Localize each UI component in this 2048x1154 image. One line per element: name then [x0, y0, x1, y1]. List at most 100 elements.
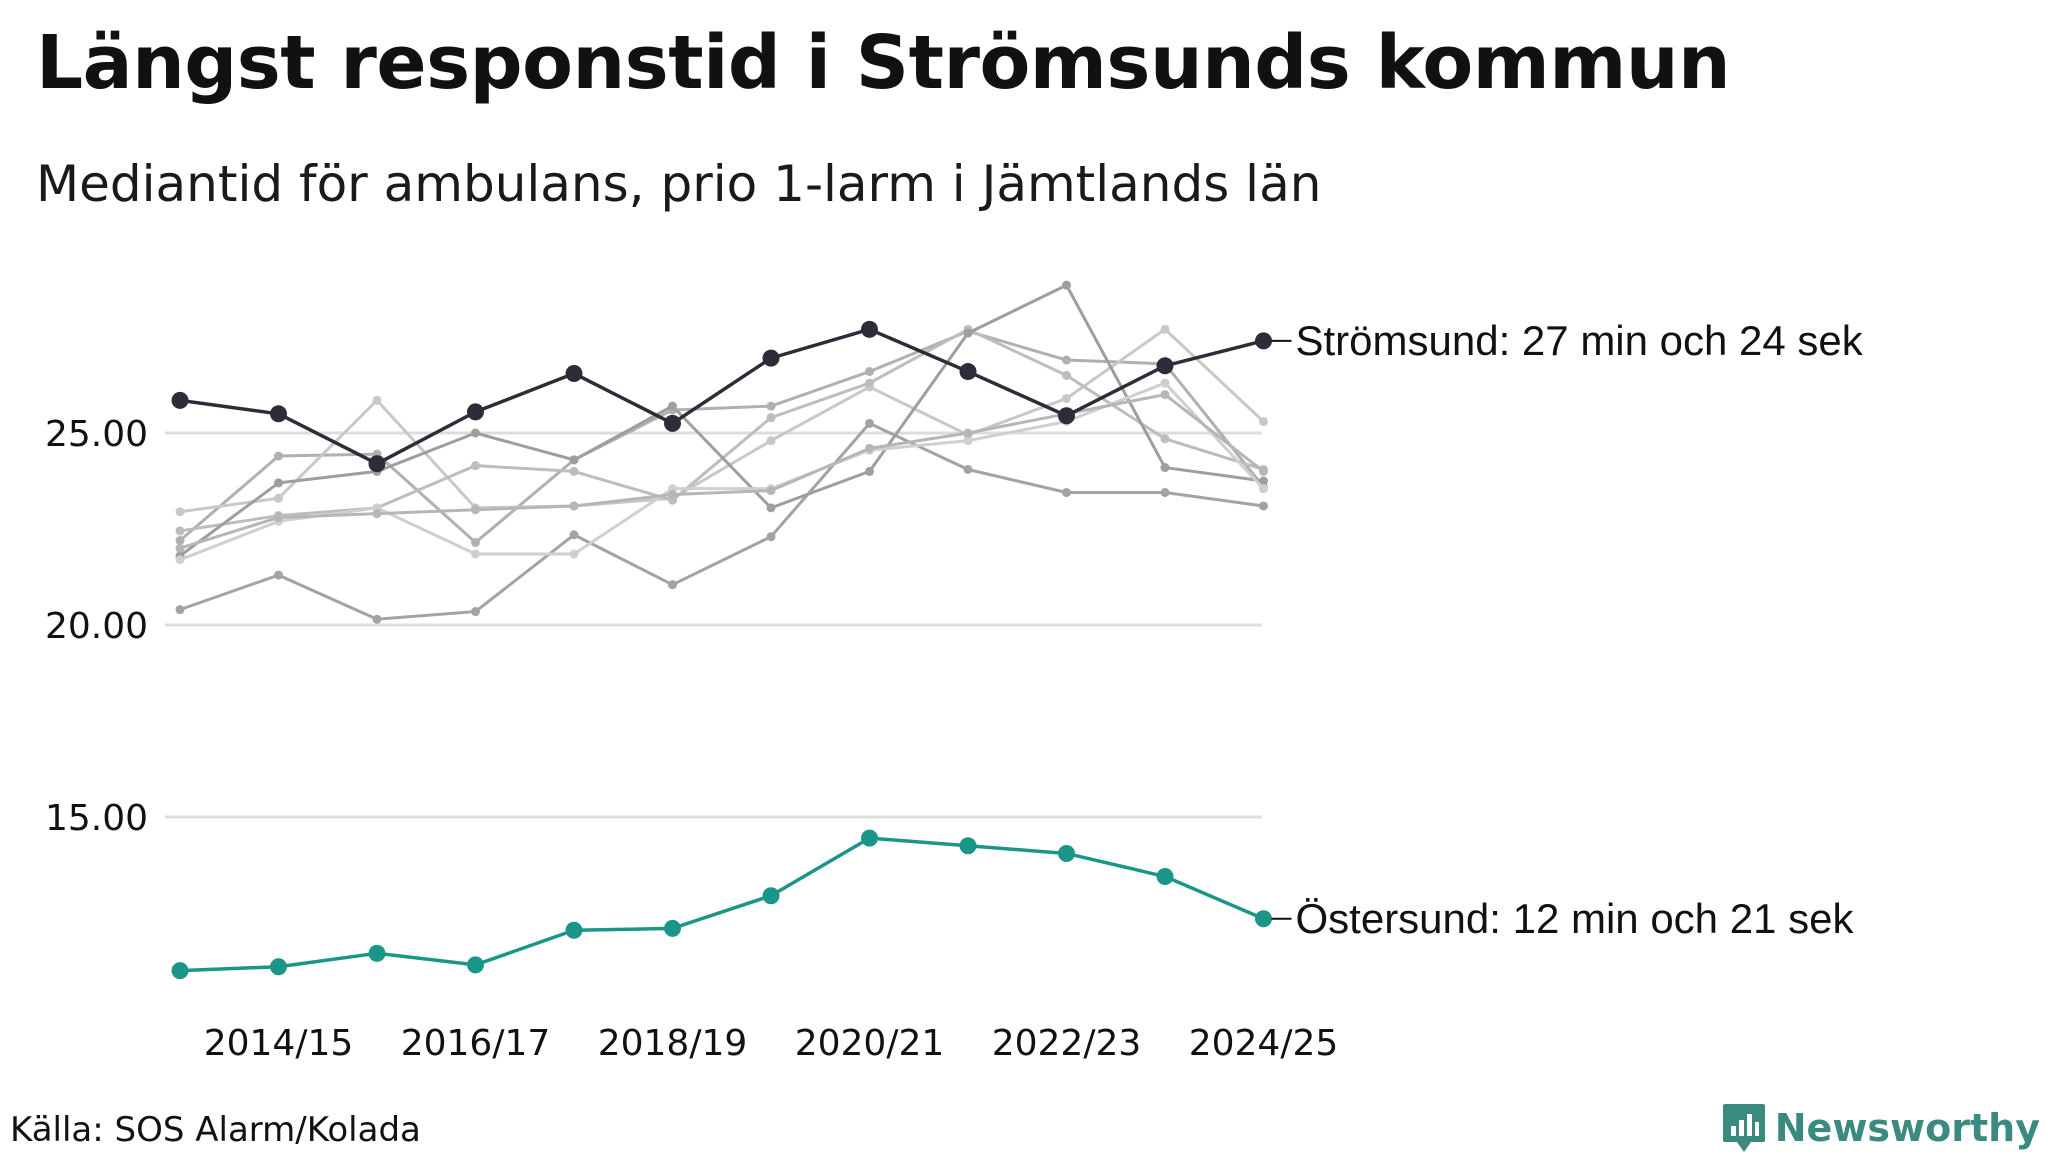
series-line-str-msund — [178, 327, 1266, 466]
data-point-grey-3 — [372, 395, 382, 405]
data-point-grey-5 — [274, 478, 283, 488]
data-point-grey-5 — [766, 503, 776, 513]
y-tick-label: 20.00 — [45, 606, 148, 647]
data-point-str-msund — [1255, 332, 1272, 350]
data-point-str-msund — [959, 363, 977, 381]
data-point-grey-7 — [274, 512, 283, 522]
series-line-grey-6 — [178, 381, 1265, 562]
data-point-grey-4 — [766, 413, 776, 423]
x-tick-label: 2016/17 — [401, 1023, 551, 1064]
data-point--stersund — [270, 958, 287, 976]
y-tick-label: 25.00 — [45, 414, 148, 455]
data-point--stersund — [959, 837, 977, 855]
series-grey-7 — [175, 390, 1268, 553]
series-label--stersund: Östersund: 12 min och 21 sek — [1296, 895, 1855, 942]
data-point--stersund — [171, 962, 189, 980]
data-point-grey-3 — [175, 507, 185, 517]
series-line-grey-2 — [178, 421, 1265, 621]
data-point-grey-2 — [274, 570, 283, 580]
data-point-grey-5 — [471, 428, 480, 438]
data-point-grey-2 — [569, 530, 579, 540]
data-point-str-msund — [467, 403, 484, 421]
data-point-grey-6 — [471, 549, 480, 559]
data-point-grey-6 — [963, 436, 973, 446]
data-point-grey-7 — [1160, 390, 1170, 400]
newsworthy-logo-icon — [1722, 1104, 1765, 1152]
data-point-str-msund — [1058, 407, 1075, 425]
chart-subtitle: Mediantid för ambulans, prio 1-larm i Jä… — [36, 155, 1322, 213]
brand-name: Newsworthy — [1774, 1106, 2040, 1150]
grid-layer — [165, 431, 1262, 819]
data-point-grey-2 — [471, 607, 480, 617]
data-point-grey-5 — [1160, 463, 1170, 473]
data-point-grey-3 — [274, 493, 283, 503]
data-point-grey-6 — [1259, 484, 1268, 494]
data-point-str-msund — [171, 391, 189, 409]
data-point-grey-5 — [1062, 280, 1071, 290]
data-point-grey-6 — [569, 549, 579, 559]
data-point-grey-4 — [1062, 370, 1071, 380]
data-point-str-msund — [270, 405, 287, 423]
data-point-str-msund — [762, 349, 780, 367]
data-point-grey-1 — [471, 537, 480, 547]
data-point-grey-3 — [766, 436, 776, 446]
data-point-grey-2 — [1160, 488, 1170, 498]
data-point--stersund — [467, 956, 484, 974]
data-point-grey-1 — [175, 536, 185, 546]
data-point-grey-1 — [865, 367, 874, 377]
data-point-grey-2 — [668, 580, 677, 590]
data-point-grey-7 — [865, 443, 874, 453]
data-point-grey-7 — [766, 486, 776, 496]
data-point-grey-2 — [963, 464, 973, 474]
x-tick-labels: 2014/15 2016/17 2018/19 2020/21 2022/23 2024/… — [204, 1023, 1339, 1064]
data-point-str-msund — [861, 320, 878, 338]
data-point-grey-7 — [668, 489, 677, 499]
data-point-grey-5 — [668, 401, 677, 411]
x-tick-label: 2020/21 — [795, 1023, 945, 1064]
data-point-grey-3 — [1062, 393, 1071, 403]
series-line-grey-4 — [178, 327, 1265, 533]
data-point-str-msund — [565, 364, 583, 382]
series-layer — [171, 280, 1272, 980]
data-point-grey-7 — [471, 505, 480, 515]
x-tick-label: 2022/23 — [992, 1023, 1142, 1064]
data-point-grey-2 — [372, 614, 382, 624]
x-tick-label: 2018/19 — [598, 1023, 748, 1064]
data-point-grey-5 — [963, 328, 973, 338]
data-point-grey-7 — [372, 509, 382, 519]
data-point-grey-1 — [766, 401, 776, 411]
data-point-grey-1 — [274, 451, 283, 461]
data-point-grey-7 — [963, 428, 973, 438]
data-point-grey-2 — [175, 605, 185, 615]
data-point-grey-7 — [569, 501, 579, 511]
series-str-msund — [171, 320, 1272, 473]
brand-logo: Newsworthy — [1721, 1102, 2040, 1154]
x-tick-label: 2024/25 — [1189, 1023, 1339, 1064]
data-point-grey-4 — [569, 466, 579, 476]
data-point-grey-6 — [1160, 378, 1170, 388]
data-point-grey-5 — [865, 466, 874, 476]
data-point--stersund — [565, 921, 583, 939]
data-point--stersund — [1156, 868, 1174, 886]
data-point-grey-1 — [1062, 355, 1071, 365]
data-point-grey-4 — [175, 526, 185, 536]
data-point-grey-7 — [1259, 466, 1268, 476]
data-point-grey-2 — [766, 532, 776, 542]
data-point--stersund — [1058, 844, 1075, 862]
series-line-grey-3 — [178, 327, 1265, 514]
y-tick-label: 15.00 — [45, 798, 148, 839]
data-point-grey-4 — [865, 378, 874, 388]
data-point-grey-5 — [1259, 476, 1268, 486]
data-point-grey-4 — [1160, 434, 1170, 444]
x-tick-label: 2014/15 — [204, 1023, 354, 1064]
series-line--stersund — [178, 836, 1266, 973]
series-line-grey-7 — [178, 393, 1265, 550]
data-point--stersund — [861, 829, 878, 847]
data-point-str-msund — [368, 455, 386, 473]
data-point--stersund — [762, 887, 780, 905]
data-point-grey-4 — [471, 461, 480, 471]
series-grey-5 — [175, 280, 1268, 561]
series--stersund — [171, 829, 1272, 980]
data-point-grey-7 — [175, 543, 185, 553]
data-point--stersund — [368, 944, 386, 962]
